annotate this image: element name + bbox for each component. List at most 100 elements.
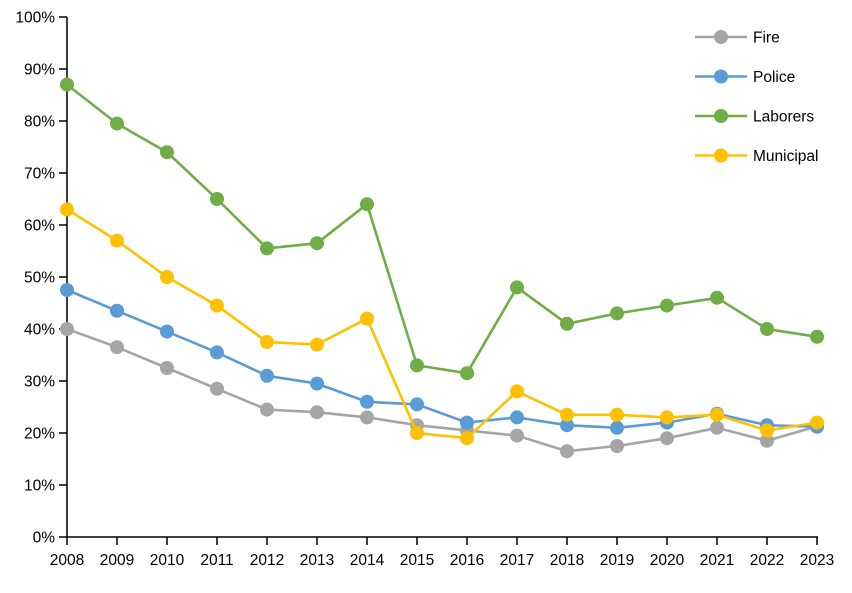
series-municipal-point — [210, 298, 224, 313]
x-tick-label: 2010 — [150, 552, 185, 569]
series-municipal-line — [66, 208, 818, 440]
series-fire-point — [210, 381, 224, 396]
series-police-point — [260, 368, 274, 383]
series-laborers-point — [760, 322, 774, 336]
y-tick-label: 30% — [24, 374, 55, 391]
series-police-point — [560, 418, 574, 433]
series-police-point — [410, 397, 424, 412]
legend-marker-icon — [714, 109, 728, 123]
series-fire-point — [310, 405, 324, 420]
series-laborers-line — [66, 83, 818, 375]
series-police-point — [510, 410, 524, 425]
y-tick-label: 40% — [24, 322, 55, 339]
series-municipal-point — [560, 407, 574, 422]
x-tick-label: 2021 — [700, 552, 734, 569]
series-fire-point — [60, 322, 74, 336]
series-laborers-point — [110, 116, 124, 131]
series-municipal-point — [360, 311, 374, 326]
series-police-point — [610, 420, 624, 435]
series-laborers-point — [510, 280, 524, 295]
series-fire-point — [110, 340, 124, 355]
y-tick-label: 60% — [24, 218, 55, 235]
x-tick-label: 2018 — [550, 552, 584, 569]
legend-marker-icon — [714, 69, 728, 84]
series-municipal-point — [160, 270, 174, 284]
series-laborers-point — [710, 290, 724, 305]
series-municipal-point — [660, 410, 674, 425]
legend-item-fire: Fire — [695, 30, 780, 47]
series-fire-point — [660, 431, 674, 446]
legend-item-laborers: Laborers — [695, 109, 814, 126]
series-laborers-point — [310, 236, 324, 251]
legend-item-police: Police — [695, 69, 795, 86]
legend-marker-icon — [714, 148, 728, 163]
series-municipal-point — [460, 431, 474, 446]
x-tick-label: 2012 — [250, 552, 284, 569]
series-police-line — [66, 288, 818, 430]
x-tick-label: 2015 — [400, 552, 434, 569]
series-municipal-point — [260, 335, 274, 349]
x-tick-label: 2013 — [300, 552, 334, 569]
series-police-point — [460, 415, 474, 430]
series-municipal-point — [510, 384, 524, 399]
series-fire-line — [66, 327, 818, 453]
legend-label: Laborers — [753, 109, 814, 126]
series-municipal-point — [110, 233, 124, 248]
series-police-point — [60, 283, 74, 297]
series-fire-point — [160, 361, 174, 375]
x-tick-label: 2019 — [600, 552, 634, 569]
series-laborers-point — [410, 358, 424, 373]
series-municipal-point — [60, 202, 74, 217]
series-police-point — [110, 303, 124, 318]
series-police-point — [310, 376, 324, 391]
x-tick-label: 2011 — [200, 552, 233, 569]
series-police-point — [210, 345, 224, 360]
y-tick-label: 20% — [24, 426, 55, 443]
series-laborers-point — [260, 241, 274, 256]
series-fire-point — [360, 410, 374, 425]
y-tick-label: 10% — [24, 478, 55, 495]
series-fire-point — [510, 428, 524, 443]
x-tick-label: 2022 — [750, 552, 784, 569]
x-tick-label: 2009 — [100, 552, 134, 569]
series-fire-point — [610, 439, 624, 453]
x-tick-label: 2008 — [50, 552, 84, 569]
series-fire-point — [760, 433, 774, 448]
x-tick-label: 2016 — [450, 552, 484, 569]
x-tick-label: 2020 — [650, 552, 685, 569]
series-laborers-point — [210, 192, 224, 206]
series-municipal-point — [810, 415, 824, 430]
series-municipal-point — [760, 423, 774, 438]
x-tick-label: 2014 — [350, 552, 385, 569]
series-laborers-point — [810, 329, 824, 344]
series-laborers-point — [460, 366, 474, 381]
legend-item-municipal: Municipal — [695, 148, 818, 165]
legend-label: Municipal — [753, 148, 818, 165]
series-laborers-point — [60, 77, 74, 92]
x-tick-label: 2023 — [800, 552, 834, 569]
y-tick-label: 50% — [24, 270, 55, 287]
y-tick-label: 0% — [33, 530, 56, 547]
series-laborers-point — [660, 298, 674, 313]
y-tick-label: 70% — [24, 166, 55, 183]
series-municipal-point — [710, 407, 724, 422]
legend-label: Fire — [753, 30, 780, 47]
legend-marker-icon — [714, 30, 728, 44]
y-tick-label: 90% — [24, 62, 55, 79]
series-laborers-point — [560, 316, 574, 331]
y-tick-label: 100% — [15, 10, 55, 27]
series-fire-point — [560, 444, 574, 459]
series-fire-point — [710, 420, 724, 435]
series-municipal-point — [310, 337, 324, 352]
y-tick-label: 80% — [24, 114, 55, 131]
series-laborers-point — [160, 145, 174, 160]
series-laborers-point — [360, 197, 374, 212]
series-fire-point — [260, 402, 274, 417]
series-police-point — [160, 324, 174, 339]
legend-label: Police — [753, 69, 795, 86]
x-tick-label: 2017 — [500, 552, 534, 569]
series-municipal-point — [410, 426, 424, 440]
series-municipal-point — [610, 407, 624, 422]
